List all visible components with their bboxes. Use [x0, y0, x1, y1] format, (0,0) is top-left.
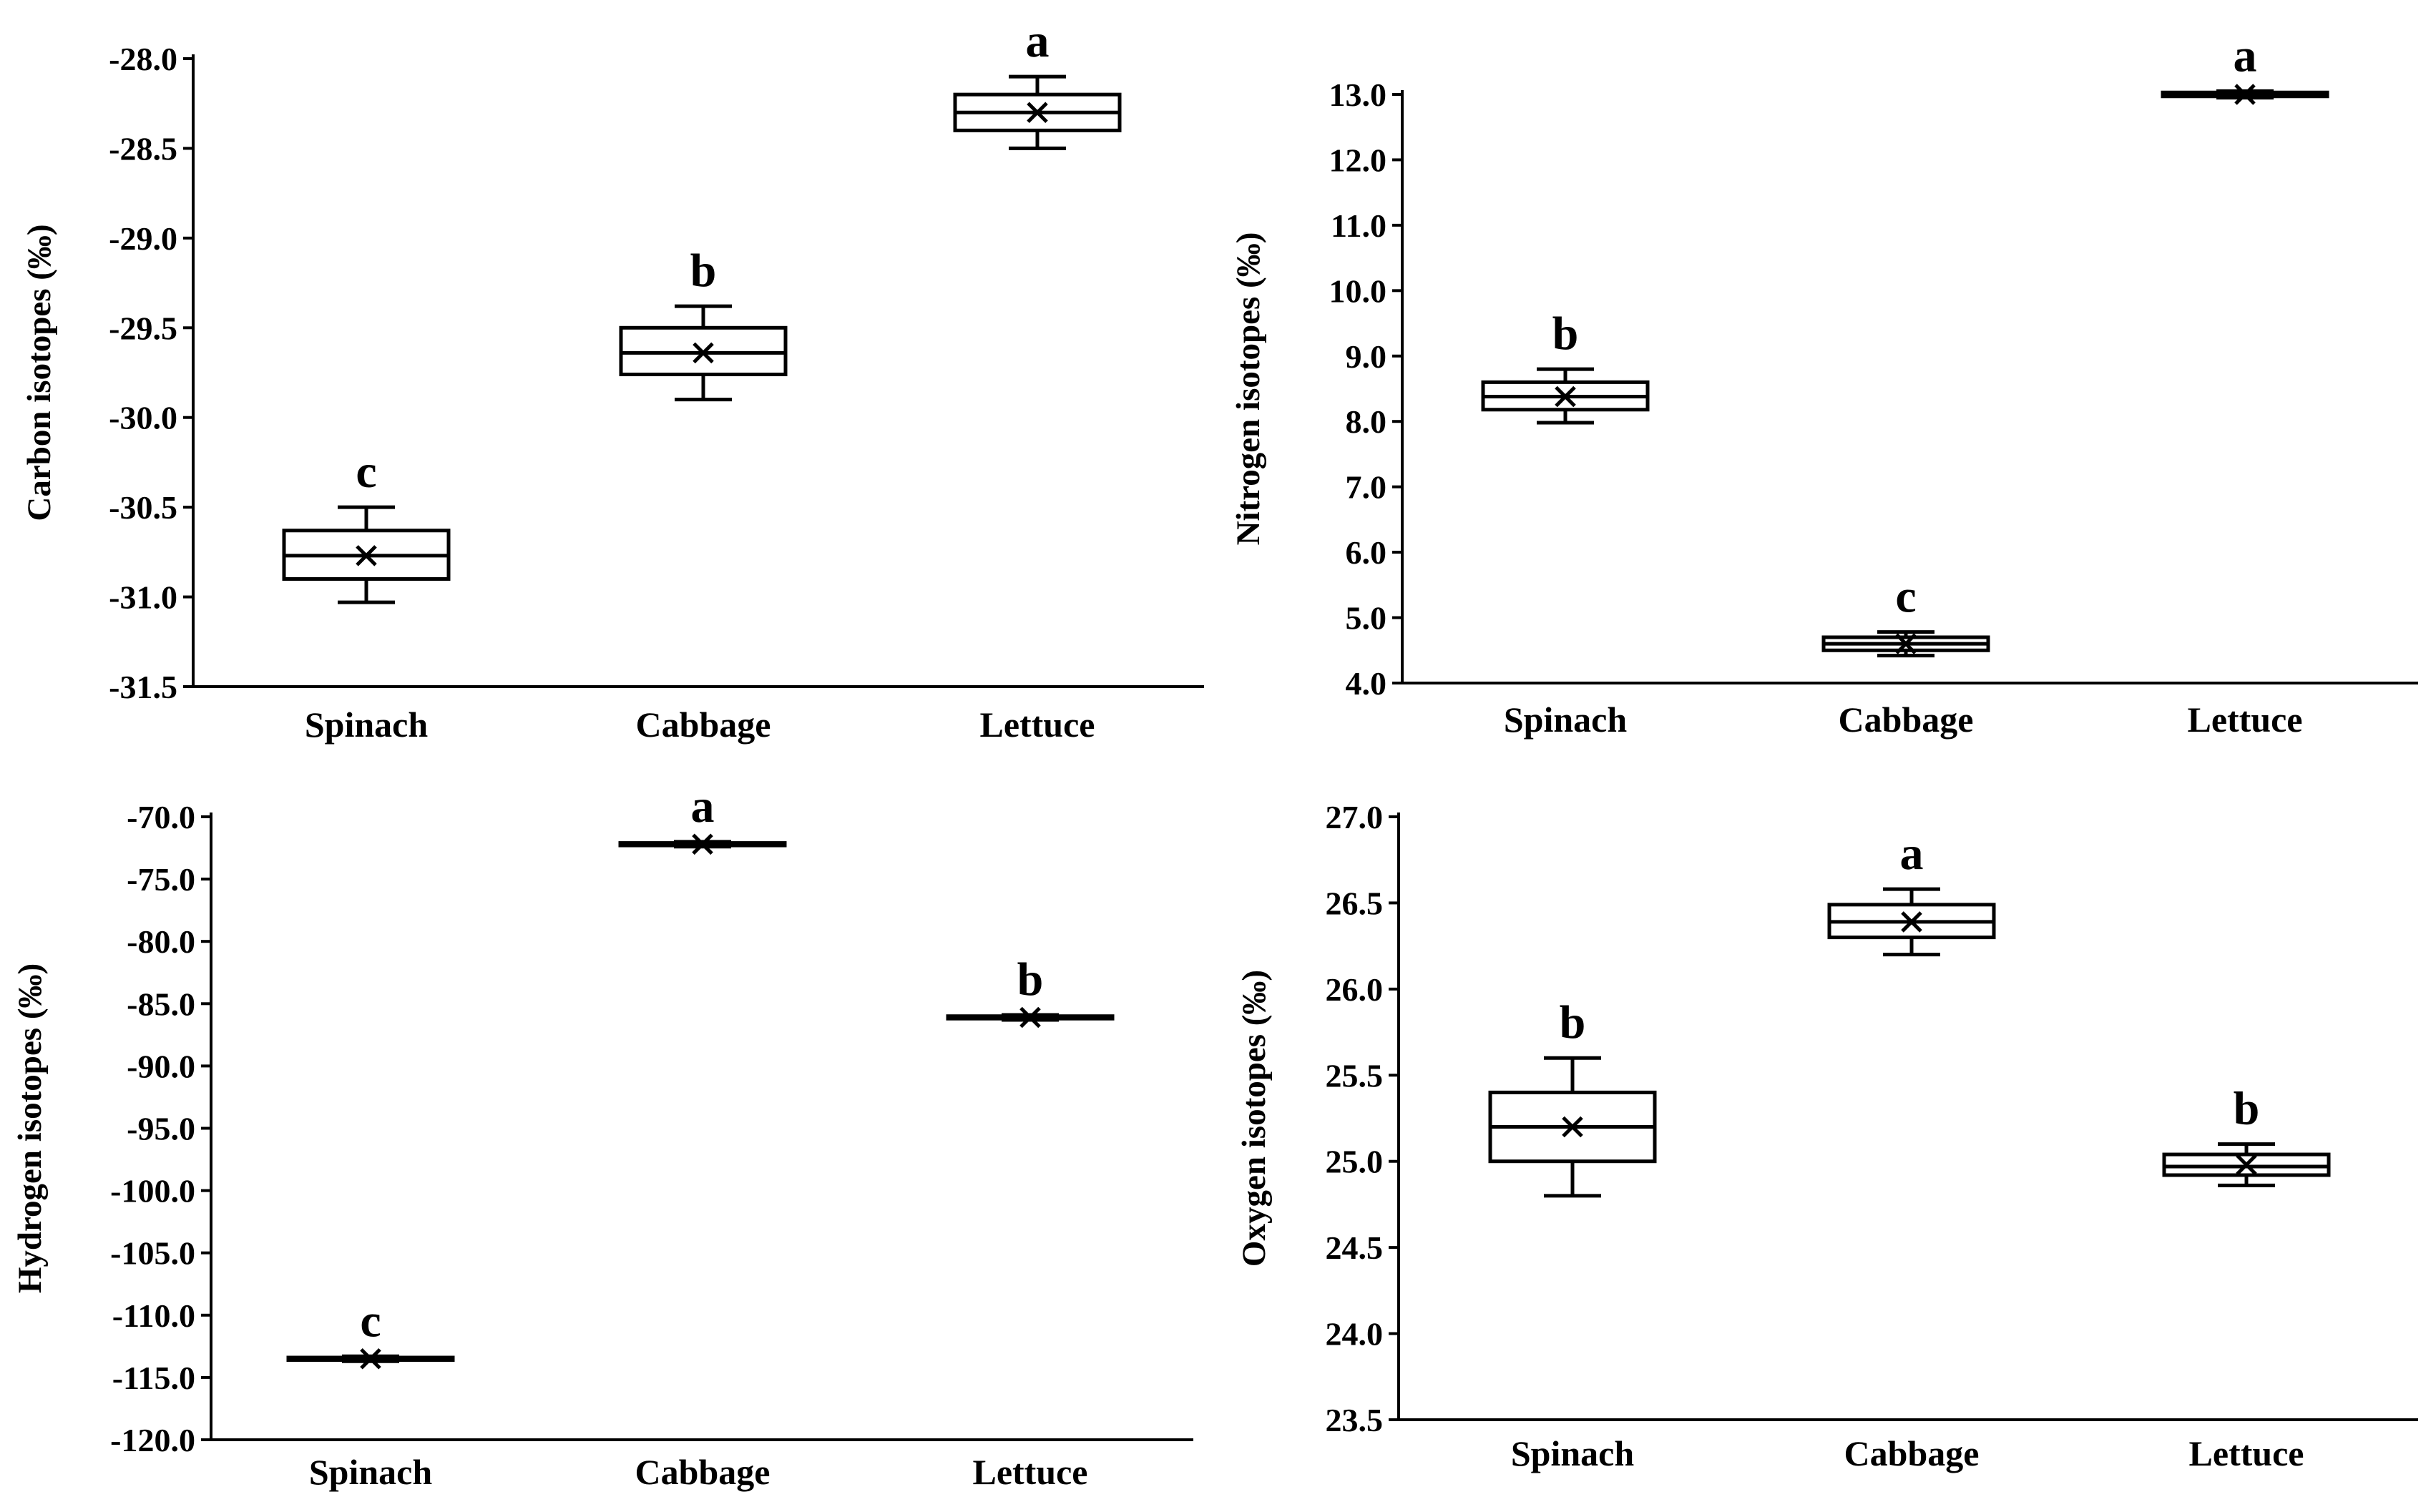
y-tick-label: -31.0: [109, 579, 177, 616]
y-tick-label: -115.0: [112, 1360, 195, 1396]
mean-marker: [1562, 1116, 1583, 1138]
y-tick-label: -29.5: [109, 310, 177, 346]
y-tick-label: 25.5: [1326, 1057, 1384, 1094]
y-tick-label: -30.5: [109, 489, 177, 526]
mean-marker: [1027, 102, 1048, 124]
significance-letter: a: [1900, 828, 1924, 880]
significance-letter: b: [1560, 996, 1586, 1049]
category-label: Spinach: [1504, 699, 1628, 740]
y-tick-label: -28.5: [109, 130, 177, 167]
category-label: Cabbage: [636, 705, 771, 745]
category-label: Spinach: [309, 1452, 433, 1492]
y-tick-label: 5.0: [1346, 600, 1387, 637]
box-lettuce: [953, 74, 1122, 150]
mean-marker: [1555, 386, 1576, 408]
category-label: Lettuce: [2187, 699, 2302, 740]
significance-letter: b: [690, 245, 717, 297]
y-tick-label: -70.0: [127, 799, 195, 835]
y-tick-label: 9.0: [1346, 338, 1387, 375]
y-tick-label: 12.0: [1329, 142, 1387, 178]
y-tick-label: 23.5: [1326, 1402, 1384, 1438]
y-tick-label: 24.0: [1326, 1316, 1384, 1353]
mean-marker: [2236, 1154, 2257, 1176]
significance-letter: b: [2234, 1083, 2260, 1135]
y-tick-label: 10.0: [1329, 273, 1387, 309]
significance-letter: c: [1895, 571, 1916, 623]
box-lettuce: [2161, 84, 2329, 105]
y-tick-label: -75.0: [127, 861, 195, 898]
y-tick-label: -120.0: [110, 1422, 195, 1458]
y-axis-title: Oxygen isotopes (‰): [1236, 970, 1273, 1267]
y-tick-label: -28.0: [109, 41, 177, 77]
y-tick-label: -85.0: [127, 986, 195, 1022]
mean-marker: [693, 342, 714, 364]
y-axis-title: Carbon isotopes (‰): [21, 224, 58, 521]
y-tick-label: 27.0: [1326, 799, 1384, 835]
y-tick-label: -30.0: [109, 400, 177, 436]
y-tick-label: -80.0: [127, 923, 195, 960]
y-tick-label: -31.5: [109, 669, 177, 705]
category-label: Lettuce: [2188, 1433, 2304, 1473]
y-axis-title: Hydrogen isotopes (‰): [11, 963, 49, 1293]
significance-letter: b: [1552, 308, 1579, 360]
box-cabbage: [618, 833, 787, 855]
significance-letter: a: [1026, 15, 1050, 67]
box-lettuce: [2162, 1142, 2331, 1187]
y-tick-label: 24.5: [1326, 1229, 1384, 1266]
box-spinach: [1481, 367, 1650, 425]
y-tick-label: 26.5: [1326, 885, 1384, 921]
y-tick-label: -95.0: [127, 1111, 195, 1147]
significance-letter: a: [691, 780, 715, 833]
y-tick-label: 25.0: [1326, 1144, 1384, 1180]
significance-letter: a: [2234, 29, 2257, 82]
category-label: Cabbage: [1844, 1433, 1980, 1473]
y-tick-label: -100.0: [110, 1173, 195, 1209]
category-label: Cabbage: [1839, 699, 1974, 740]
y-tick-label: -105.0: [110, 1235, 195, 1272]
category-label: Cabbage: [635, 1452, 771, 1492]
panel-top-right: 13.0 12.0 11.0 10.0 9.0 8.0 7.0 6.0 5.0 4.0 Nitrog…: [1230, 29, 2418, 740]
box-cabbage: [1827, 887, 1996, 957]
mean-marker: [360, 1348, 381, 1370]
significance-letter: b: [1017, 953, 1044, 1006]
category-label: Lettuce: [979, 705, 1095, 745]
category-label: Spinach: [1511, 1433, 1635, 1473]
mean-marker: [692, 833, 713, 855]
box-spinach: [286, 1348, 455, 1370]
box-spinach: [282, 505, 451, 604]
y-tick-label: 6.0: [1346, 534, 1387, 571]
y-tick-label: 7.0: [1346, 469, 1387, 506]
significance-letter: c: [360, 1295, 381, 1347]
box-lettuce: [946, 1006, 1115, 1029]
mean-marker: [1901, 911, 1922, 933]
category-label: Lettuce: [972, 1452, 1087, 1492]
panel-bottom-right: 27.0 26.5 26.0 25.5 25.0 24.5 24.0 23.5 Oxygen i…: [1236, 799, 2418, 1473]
y-tick-label: -29.0: [109, 220, 177, 257]
mean-marker: [1895, 633, 1917, 654]
y-axis-title: Nitrogen isotopes (‰): [1230, 232, 1267, 546]
box-cabbage: [1821, 630, 1990, 658]
y-tick-label: 8.0: [1346, 403, 1387, 440]
mean-marker: [356, 545, 377, 566]
mean-marker: [1019, 1006, 1041, 1029]
y-tick-label: -90.0: [127, 1048, 195, 1084]
y-tick-label: 13.0: [1329, 77, 1387, 113]
mean-marker: [2234, 84, 2256, 105]
box-spinach: [1488, 1056, 1657, 1198]
y-tick-label: 26.0: [1326, 971, 1384, 1008]
y-tick-label: 11.0: [1331, 207, 1386, 244]
category-label: Spinach: [305, 705, 429, 745]
y-tick-label: 4.0: [1346, 665, 1387, 702]
panel-top-left: -28.0 -28.5 -29.0 -29.5 -30.0 -30.5 -31.0 -31.5…: [21, 15, 1204, 745]
panel-bottom-left: -70.0 -75.0 -80.0 -85.0 -90.0 -95.0 -100.0 -105…: [11, 780, 1193, 1492]
box-cabbage: [619, 304, 788, 402]
y-tick-label: -110.0: [112, 1297, 195, 1334]
significance-letter: c: [356, 446, 376, 498]
